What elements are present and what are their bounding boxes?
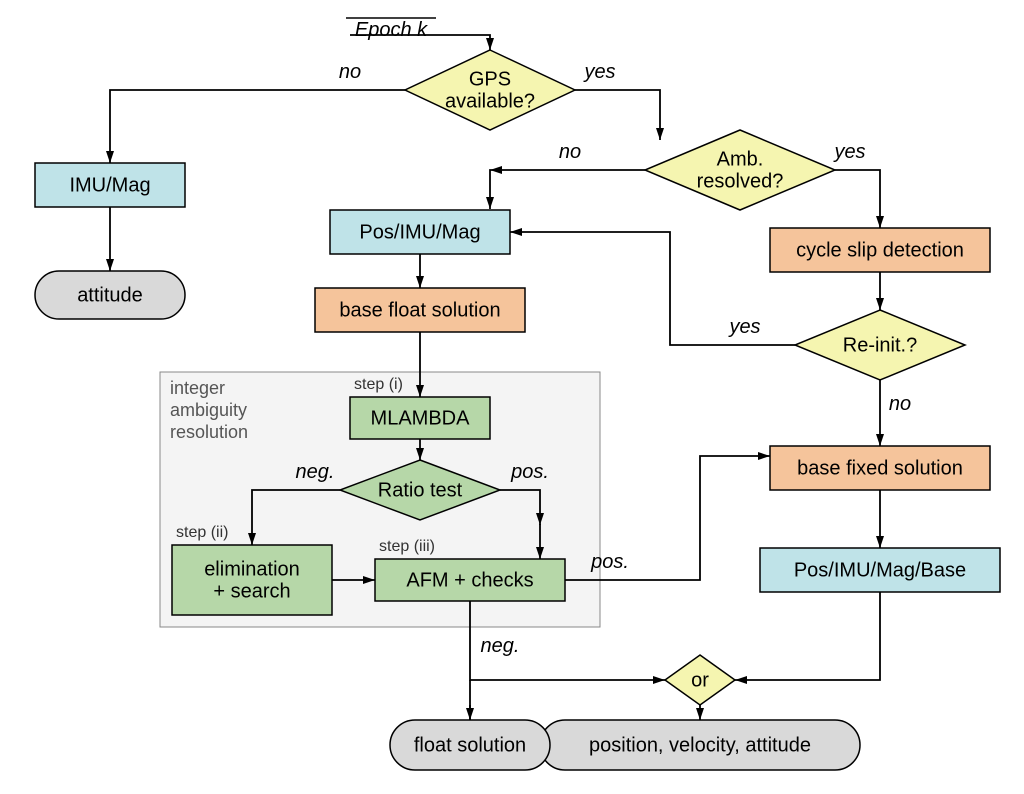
svg-text:AFM + checks: AFM + checks bbox=[406, 569, 533, 591]
svg-text:no: no bbox=[339, 61, 361, 83]
svg-text:resolved?: resolved? bbox=[697, 170, 784, 192]
svg-text:Ratio test: Ratio test bbox=[378, 479, 463, 501]
svg-text:attitude: attitude bbox=[77, 284, 143, 306]
svg-text:elimination: elimination bbox=[204, 558, 300, 580]
svg-text:Re-init.?: Re-init.? bbox=[843, 334, 917, 356]
svg-text:or: or bbox=[691, 669, 709, 691]
svg-text:no: no bbox=[889, 393, 911, 415]
svg-text:available?: available? bbox=[445, 90, 535, 112]
svg-text:Epoch k: Epoch k bbox=[355, 19, 428, 41]
svg-text:base float solution: base float solution bbox=[339, 299, 500, 321]
svg-text:IMU/Mag: IMU/Mag bbox=[69, 174, 150, 196]
svg-text:Pos/IMU/Mag: Pos/IMU/Mag bbox=[359, 221, 480, 243]
svg-text:neg.: neg. bbox=[296, 461, 335, 483]
svg-text:MLAMBDA: MLAMBDA bbox=[371, 407, 471, 429]
svg-text:yes: yes bbox=[832, 141, 865, 163]
svg-text:Amb.: Amb. bbox=[717, 148, 764, 170]
svg-text:no: no bbox=[559, 141, 581, 163]
svg-text:yes: yes bbox=[582, 61, 615, 83]
svg-text:ambiguity: ambiguity bbox=[170, 400, 247, 420]
svg-text:GPS: GPS bbox=[469, 68, 511, 90]
svg-text:base fixed solution: base fixed solution bbox=[797, 457, 963, 479]
svg-text:float solution: float solution bbox=[414, 734, 526, 756]
svg-text:integer: integer bbox=[170, 378, 225, 398]
svg-text:position, velocity, attitude: position, velocity, attitude bbox=[589, 734, 811, 756]
svg-text:pos.: pos. bbox=[510, 461, 549, 483]
svg-text:+ search: + search bbox=[213, 580, 290, 602]
svg-text:Pos/IMU/Mag/Base: Pos/IMU/Mag/Base bbox=[794, 559, 966, 581]
svg-text:resolution: resolution bbox=[170, 422, 248, 442]
svg-text:neg.: neg. bbox=[481, 635, 520, 657]
svg-text:step (iii): step (iii) bbox=[379, 538, 435, 555]
svg-text:step (i): step (i) bbox=[354, 376, 403, 393]
svg-text:step (ii): step (ii) bbox=[176, 524, 228, 541]
svg-text:yes: yes bbox=[727, 316, 760, 338]
svg-text:pos.: pos. bbox=[590, 551, 629, 573]
svg-text:cycle slip detection: cycle slip detection bbox=[796, 239, 964, 261]
